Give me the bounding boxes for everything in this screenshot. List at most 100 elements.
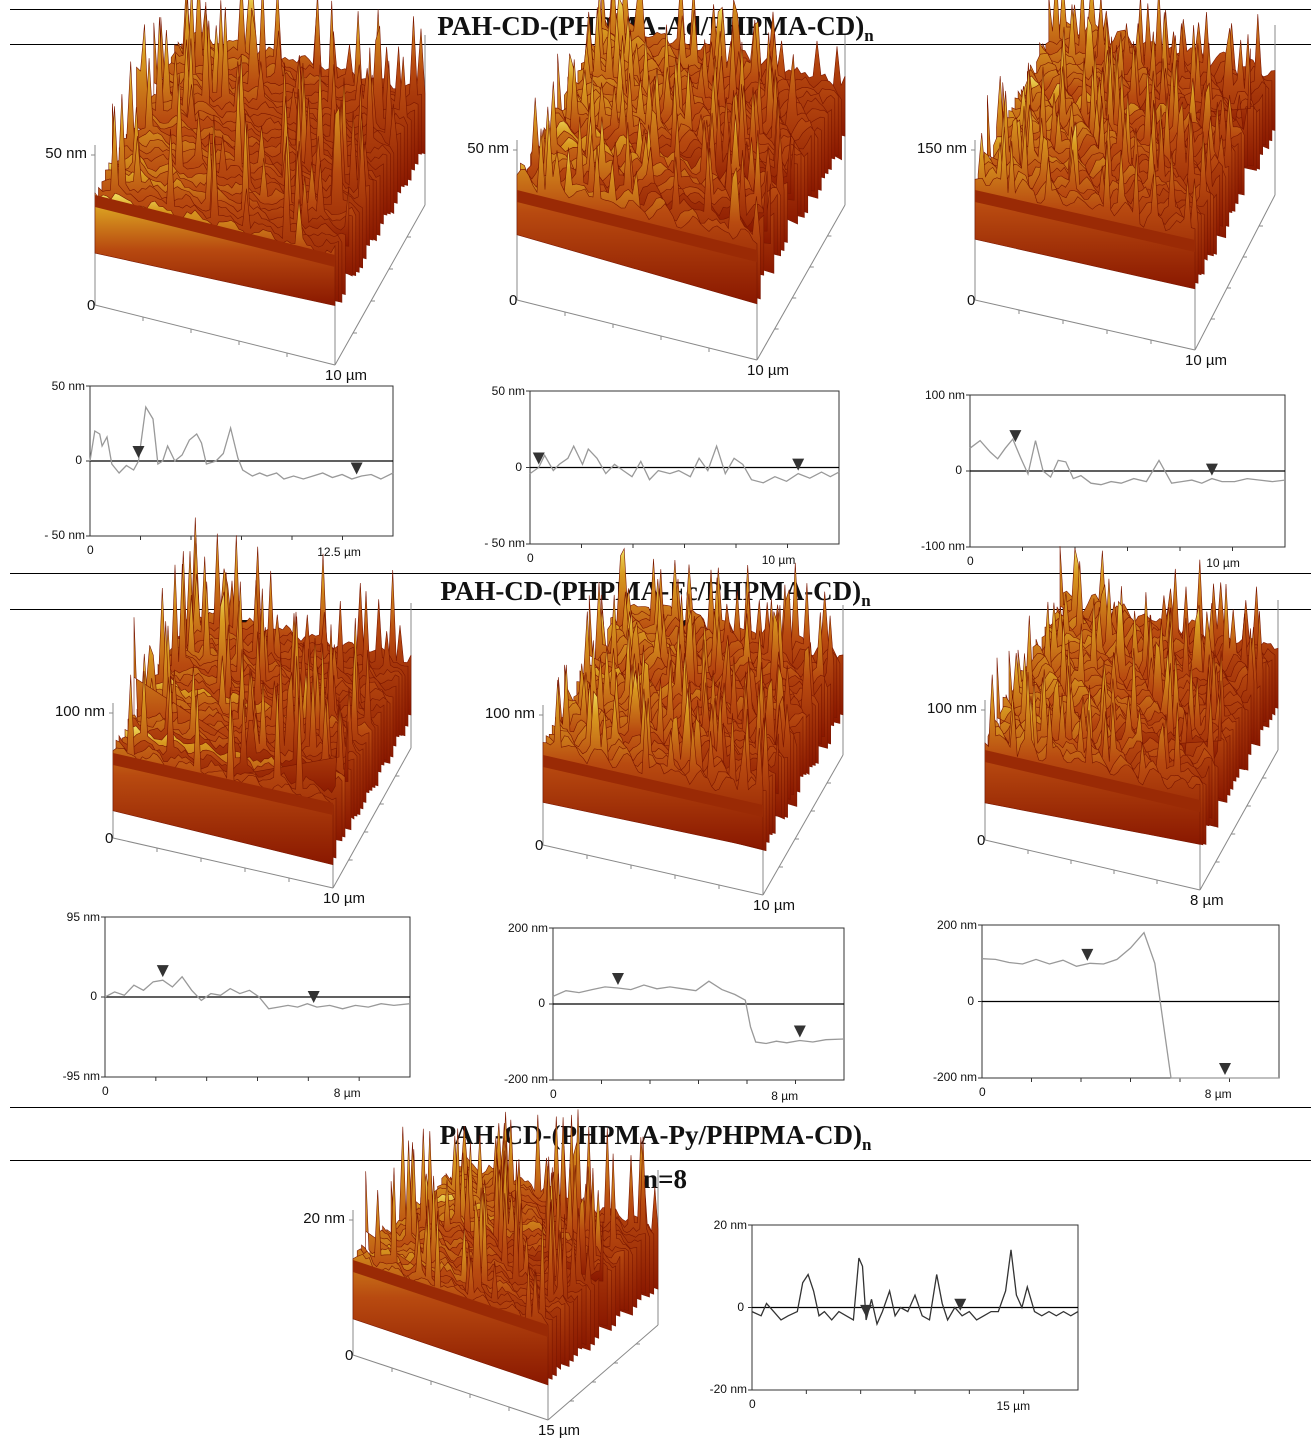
profile-label-ymax: 50 nm [51,379,85,393]
afm-z-label: 100 nm [54,703,105,720]
profile-label-xmax: 12.5 µm [317,545,361,559]
afm-axes [349,1170,659,1421]
profile-line [104,975,411,1010]
profile-line [552,980,845,1045]
afm-axes [91,35,426,366]
profile-label-yzero: 0 [515,459,522,474]
profile-label-x0: 0 [87,543,94,557]
profile-label-ymax: 100 nm [924,388,965,402]
afm-xy-label: 10 µm [1185,352,1227,369]
profile-label-xmax: 10 µm [1206,556,1240,570]
profile-label-xmax: 8 µm [333,1086,361,1100]
cursor-marker-1 [1205,463,1218,476]
cursor-marker-0 [1081,948,1094,961]
profile-frame [104,916,411,1078]
profile-label-yzero: 0 [955,463,962,477]
afm-z-label: 50 nm [45,145,87,162]
profile-label-xmax: 8 µm [1204,1087,1232,1101]
afm-xy-label: 10 µm [753,897,795,914]
profile-line [89,405,394,480]
section-title-ad: PAH-CD-(PHPMA-Ad/PHPMA-CD)n [437,11,874,45]
cursor-marker-0 [532,452,545,465]
profile-label-yzero: 0 [538,996,545,1010]
cursor-marker-1 [1219,1063,1231,1075]
profile-frame [89,385,394,537]
afm-origin-label: 0 [977,832,986,849]
n-label: n=5 [208,48,252,78]
profile-label-x0: 0 [550,1087,557,1101]
profile-label-xmax: 15 µm [996,1399,1031,1413]
n-label: n=8 [641,48,685,78]
profile-label-yzero: 0 [75,453,82,467]
profile-label-ymax: 20 nm [713,1218,747,1232]
profile-frame [969,394,1286,548]
profile-frame [751,1224,1079,1391]
n-label: n=5 [208,614,252,644]
rule-section2-top [10,573,1311,574]
cursor-marker-1 [307,990,320,1003]
cursor-marker-1 [792,458,805,471]
profile-frame [552,927,845,1081]
afm-axes [539,605,844,896]
rule-top-1 [10,9,1311,10]
afm-origin-label: 0 [105,830,114,847]
afm-xy-label: 10 µm [325,367,367,384]
profile-line [529,444,840,484]
n-label: n=22 [1069,614,1127,644]
afm-z-label: 100 nm [926,700,977,717]
profile-label-ymax: 50 nm [491,384,525,398]
profile-label-yzero: 0 [967,993,974,1008]
profile-label-xmax: 10 µm [761,553,796,567]
afm-origin-label: 0 [87,297,96,314]
afm-axes [109,603,412,889]
afm-origin-label: 0 [967,292,976,309]
cursor-marker-1 [350,462,363,475]
profile-label-ymax: 95 nm [66,910,100,924]
profile-label-ymin: -200 nm [503,1072,548,1086]
profile-frame [529,390,840,545]
n-label: n=8 [643,1164,687,1194]
afm-xy-label: 10 µm [323,890,365,907]
cursor-marker-1 [793,1025,806,1038]
profile-label-x0: 0 [979,1085,986,1099]
cursor-marker-0 [860,1304,873,1317]
profile-label-ymin: -20 nm [709,1382,747,1396]
afm-origin-label: 0 [535,837,544,854]
profile-label-x0: 0 [527,551,534,565]
afm-axes [513,35,846,361]
profile-label-xmax: 8 µm [771,1089,799,1103]
afm-xy-label: 10 µm [747,362,789,379]
profile-label-ymin: - 50 nm [44,528,85,542]
profile-label-ymax: 200 nm [507,921,548,935]
profile-frame [981,924,1280,1079]
n-label: n=22 [1069,48,1127,78]
afm-z-label: 20 nm [303,1210,345,1227]
profile-label-ymin: -95 nm [62,1069,100,1083]
section-title-py: PAH-CD-(PHPMA-Py/PHPMA-CD)n [439,1120,872,1154]
profile-label-x0: 0 [102,1084,109,1098]
afm-xy-label: 15 µm [538,1422,580,1439]
